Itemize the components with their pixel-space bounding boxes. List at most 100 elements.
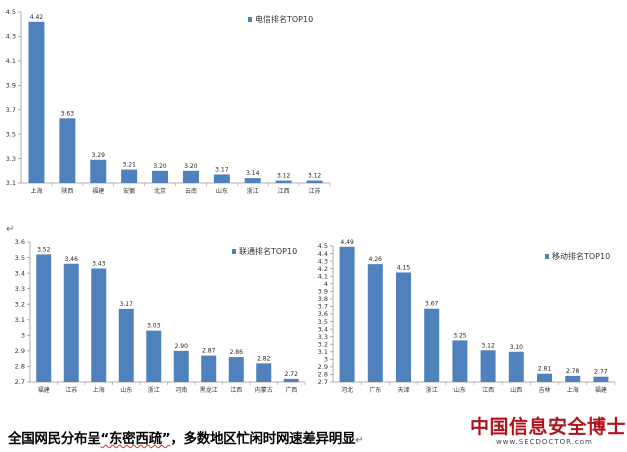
y-tick-label: 3.2 xyxy=(318,340,328,348)
data-label: 2.90 xyxy=(175,343,189,350)
unicom-chart: 2.7 2.8 2.9 3 3.1 3.2 3.3 3.4 3.5 3.6 3.52 福建 3.46 江苏… xyxy=(15,238,306,394)
y-tick-label: 4.4 xyxy=(318,250,328,258)
data-label: 3.21 xyxy=(122,162,136,169)
data-label: 2.87 xyxy=(202,348,216,355)
data-label: 4.26 xyxy=(369,256,383,263)
bar xyxy=(537,373,552,382)
y-tick-label: 3.1 xyxy=(318,348,328,356)
y-tick-label: 3.7 xyxy=(318,303,328,311)
bar xyxy=(244,178,261,183)
y-tick-label: 4.3 xyxy=(6,33,16,41)
y-tick-label: 3.9 xyxy=(6,81,16,89)
bar xyxy=(59,118,76,183)
data-label: 3.17 xyxy=(120,301,134,308)
y-tick-label: 3 xyxy=(21,332,25,340)
data-label: 4.42 xyxy=(30,14,44,21)
y-tick-label: 3.1 xyxy=(15,316,25,324)
y-tick-label: 3.9 xyxy=(318,288,328,296)
data-label: 3.67 xyxy=(425,301,439,308)
data-label: 3.52 xyxy=(37,246,51,253)
paragraph-mark: ↵ xyxy=(6,224,15,235)
category-label: 北京 xyxy=(154,187,166,195)
y-tick-label: 4.2 xyxy=(318,265,328,273)
y-tick-label: 3.7 xyxy=(6,106,16,114)
bar xyxy=(201,355,217,382)
y-tick-label: 3 xyxy=(324,356,328,364)
bar xyxy=(565,375,581,382)
category-label: 黑龙江 xyxy=(200,386,218,394)
y-tick-label: 4.5 xyxy=(6,8,16,16)
category-label: 内蒙古 xyxy=(255,386,273,394)
bar xyxy=(173,350,189,382)
y-tick-label: 4.5 xyxy=(318,242,328,250)
bar xyxy=(306,180,323,183)
legend-swatch xyxy=(232,249,236,254)
data-label: 3.25 xyxy=(453,332,467,339)
category-label: 江苏 xyxy=(309,187,321,195)
data-label: 3.29 xyxy=(92,152,106,159)
y-tick-label: 4.3 xyxy=(318,257,328,265)
category-label: 广东 xyxy=(369,386,381,394)
bar xyxy=(182,170,199,183)
bar xyxy=(63,263,79,382)
legend-swatch xyxy=(248,17,252,22)
category-label: 天津 xyxy=(397,387,409,394)
category-label: 浙江 xyxy=(148,386,160,394)
category-label: 江西 xyxy=(278,188,290,195)
bar xyxy=(452,340,468,382)
y-tick-label: 3.3 xyxy=(15,285,25,293)
data-label: 4.15 xyxy=(397,264,411,271)
bar xyxy=(508,351,524,382)
category-label: 吉林 xyxy=(538,386,550,394)
y-tick-label: 3.4 xyxy=(15,269,25,277)
figure-caption: 全国网民分布呈“东密西疏”，多数地区忙闲时网速差异明显↵ xyxy=(8,427,364,447)
y-tick-label: 3.1 xyxy=(6,179,16,187)
data-label: 3.63 xyxy=(61,110,75,117)
y-tick-label: 2.7 xyxy=(15,378,25,386)
bar xyxy=(593,376,609,382)
category-label: 浙江 xyxy=(426,386,438,394)
bar xyxy=(28,21,45,184)
legend-label: 移动排名TOP10 xyxy=(552,251,610,261)
bar xyxy=(480,350,496,382)
category-label: 上海 xyxy=(567,386,579,394)
telecom-chart: 3.1 3.3 3.5 3.7 3.9 4.1 4.3 4.5 4.42 上海 3.63 陕西 3.29… xyxy=(6,8,331,195)
bar xyxy=(283,378,299,382)
category-label: 江西 xyxy=(230,387,242,394)
y-tick-label: 4.1 xyxy=(318,272,328,280)
bar xyxy=(121,169,138,183)
category-label: 河北 xyxy=(341,386,353,394)
caption-text-highlight: “东密西疏” xyxy=(100,431,171,447)
bar xyxy=(256,363,272,382)
category-label: 福建 xyxy=(38,386,50,394)
logo-main-text: 中国信息安全博士网 xyxy=(470,416,627,438)
data-label: 3.10 xyxy=(510,344,524,351)
mobile-chart: 2.72.82.933.13.23.33.43.53.63.73.83.944.… xyxy=(318,239,616,394)
y-tick-label: 3.3 xyxy=(6,155,16,163)
bar xyxy=(396,272,411,382)
category-label: 浙江 xyxy=(247,187,259,195)
bar xyxy=(367,264,383,382)
bar xyxy=(91,268,107,382)
category-label: 陕西 xyxy=(61,187,73,195)
data-label: 3.46 xyxy=(65,256,79,263)
data-label: 2.78 xyxy=(566,368,580,375)
category-label: 福建 xyxy=(92,187,104,195)
data-label: 2.77 xyxy=(594,369,608,376)
data-label: 2.72 xyxy=(285,371,299,378)
logo-url-text: www.SECDOCTOR.com xyxy=(496,438,593,446)
y-tick-label: 2.9 xyxy=(318,363,328,371)
category-label: 广西 xyxy=(285,386,297,394)
y-tick-label: 3.3 xyxy=(318,333,328,341)
legend-swatch xyxy=(545,254,549,259)
data-label: 3.12 xyxy=(308,173,322,180)
category-label: 云南 xyxy=(185,187,197,195)
caption-text-start: 全国网民分布呈 xyxy=(8,431,101,447)
legend-label: 电信排名TOP10 xyxy=(255,14,313,24)
category-label: 山东 xyxy=(120,386,132,394)
y-tick-label: 3.2 xyxy=(15,300,25,308)
y-tick-label: 2.8 xyxy=(318,371,328,379)
y-tick-label: 3.6 xyxy=(15,238,25,246)
data-label: 3.12 xyxy=(277,173,291,180)
y-tick-label: 4 xyxy=(324,280,328,288)
